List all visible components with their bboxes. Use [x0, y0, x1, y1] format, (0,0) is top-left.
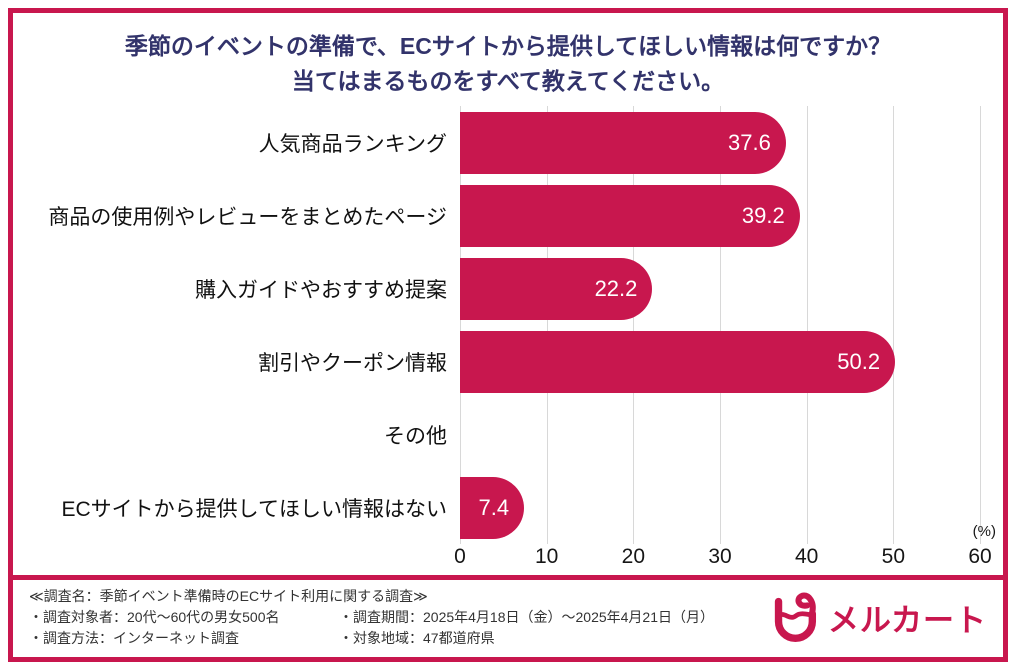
- chart-row: 商品の使用例やレビューをまとめたページ 39.2: [13, 179, 1003, 252]
- title-line-1: 季節のイベントの準備で、ECサイトから提供してほしい情報は何ですか？: [124, 33, 892, 59]
- category-label: 人気商品ランキング: [258, 132, 447, 156]
- category-label: 購入ガイドやおすすめ提案: [195, 278, 447, 302]
- row-plot-area: [460, 398, 980, 471]
- axis-tick-label: 10: [534, 545, 559, 568]
- bar: 22.2: [460, 257, 653, 320]
- bar-value-label: 22.2: [594, 275, 638, 301]
- footer: ≪調査名：季節イベント準備時のECサイト利用に関する調査≫ ・調査対象者：20代…: [13, 575, 1003, 657]
- axis-tick-label: 50: [881, 545, 906, 568]
- row-plot-area: 37.6: [460, 106, 980, 179]
- bar-value-label: 50.2: [837, 348, 881, 374]
- chart-rows: 人気商品ランキング 37.6 商品の使用例やレビューをまとめたページ 39.2 …: [13, 106, 1003, 544]
- chart-row: 購入ガイドやおすすめ提案 22.2: [13, 252, 1003, 325]
- x-axis: (%) 0 10 20 30 40 50 60: [454, 523, 996, 572]
- bar: 37.6: [460, 111, 786, 174]
- axis-tick-label: 20: [621, 545, 646, 568]
- mercart-shopping-bag-icon: [774, 592, 816, 642]
- gridline: [806, 106, 808, 544]
- bar: 39.2: [460, 184, 800, 247]
- gridline: [720, 106, 721, 544]
- chart-row: 割引やクーポン情報 50.2: [13, 325, 1003, 398]
- row-plot-area: 22.2: [460, 252, 980, 325]
- gridline: [546, 106, 548, 544]
- category-label: その他: [384, 424, 447, 448]
- survey-detail-item: ・対象地域：47都道府県: [339, 630, 495, 646]
- gridline: [980, 106, 981, 544]
- bar-value-label: 39.2: [741, 202, 785, 228]
- chart-row: ECサイトから提供してほしい情報はない 7.4: [13, 471, 1003, 544]
- survey-detail-item: ・調査対象者：20代～60代の男女500名: [29, 609, 280, 625]
- gridline: [460, 106, 461, 544]
- survey-name: ≪調査名：季節イベント準備時のECサイト利用に関する調査≫: [29, 588, 428, 604]
- survey-details: ≪調査名：季節イベント準備時のECサイト利用に関する調査≫ ・調査対象者：20代…: [29, 586, 761, 649]
- title-line-2: 当てはまるものをすべて教えてください。: [291, 67, 725, 94]
- row-plot-area: 7.4: [460, 471, 980, 544]
- chart-row: 人気商品ランキング 37.6: [13, 106, 1003, 179]
- survey-chart-card: 季節のイベントの準備で、ECサイトから提供してほしい情報は何ですか？ 当てはまる…: [8, 8, 1008, 662]
- category-label: ECサイトから提供してほしい情報はない: [61, 497, 447, 521]
- bar-value-label: 7.4: [478, 494, 510, 520]
- survey-detail-item: ・調査方法：インターネット調査: [29, 630, 239, 646]
- survey-detail-item: ・調査期間：2025年4月18日（金）～2025年4月21日（月）: [339, 609, 715, 625]
- bar-chart: 人気商品ランキング 37.6 商品の使用例やレビューをまとめたページ 39.2 …: [13, 106, 1003, 572]
- axis-tick-label: 60: [968, 545, 992, 568]
- category-label: 商品の使用例やレビューをまとめたページ: [48, 205, 447, 229]
- logo: メルカート: [769, 590, 991, 646]
- bar: 7.4: [460, 476, 525, 539]
- axis-tick-label: 0: [454, 545, 466, 568]
- bar-value-label: 37.6: [728, 129, 771, 155]
- page-title: 季節のイベントの準備で、ECサイトから提供してほしい情報は何ですか？ 当てはまる…: [13, 13, 1003, 100]
- bar: 50.2: [460, 330, 896, 393]
- gridline: [633, 106, 635, 544]
- axis-unit-label: (%): [972, 523, 996, 540]
- logo-text: メルカート: [827, 603, 987, 638]
- chart-row: その他: [13, 398, 1003, 471]
- category-label: 割引やクーポン情報: [258, 351, 447, 375]
- axis-tick-label: 40: [794, 545, 819, 568]
- gridlines: [460, 106, 981, 544]
- gridline: [893, 106, 895, 544]
- axis-tick-label: 30: [708, 545, 732, 568]
- row-plot-area: 50.2: [460, 325, 980, 398]
- row-plot-area: 39.2: [460, 179, 980, 252]
- survey-detail-columns: ・調査対象者：20代～60代の男女500名 ・調査期間：2025年4月18日（金）…: [29, 607, 761, 649]
